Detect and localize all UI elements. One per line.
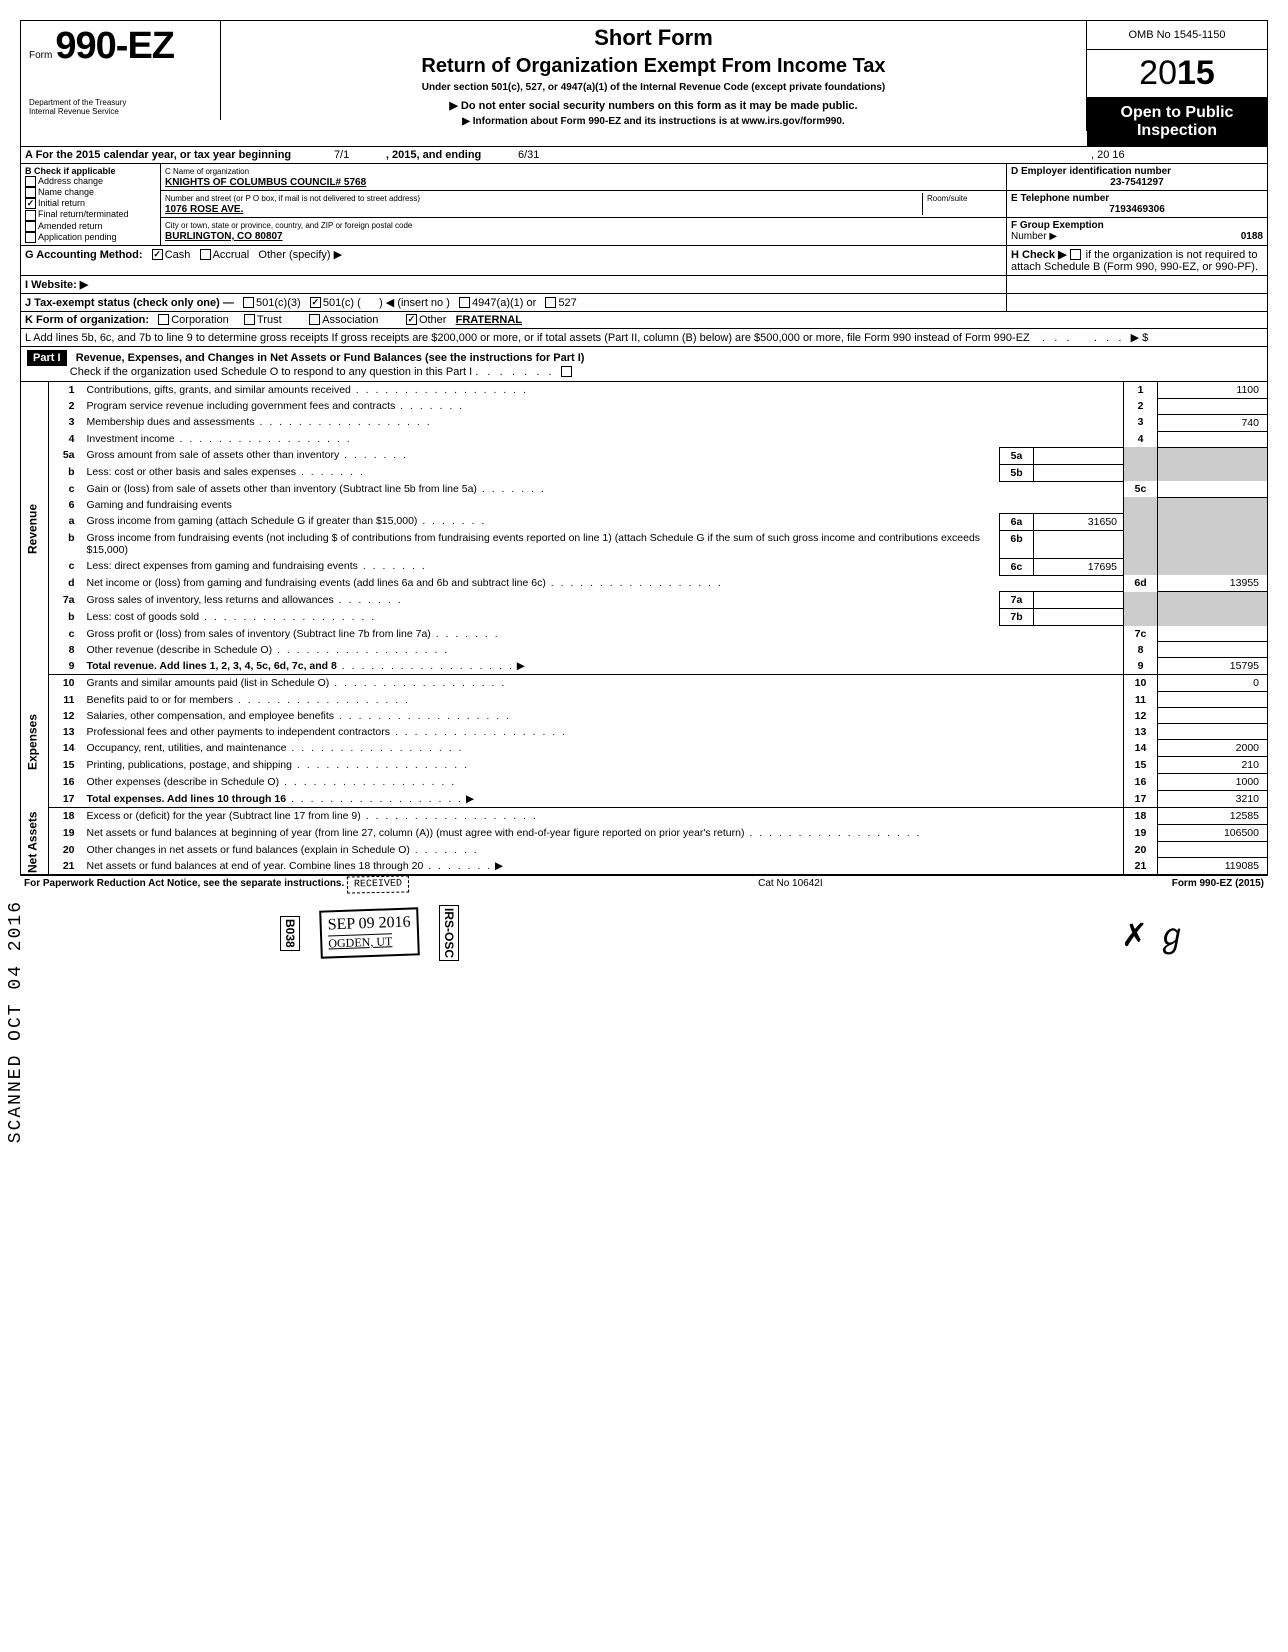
received-stamp: RECEIVED — [347, 876, 409, 894]
omb-number: OMB No 1545-1150 — [1087, 21, 1267, 50]
checkbox-name-change[interactable] — [25, 187, 36, 198]
checkbox-application-pending[interactable] — [25, 232, 36, 243]
return-title: Return of Organization Exempt From Incom… — [229, 55, 1078, 78]
open-public-badge: Open to PublicInspection — [1087, 98, 1267, 146]
scanned-stamp: SCANNED OCT 04 2016 — [6, 900, 26, 1143]
stamp-irs-osc: IRS-OSC — [439, 905, 459, 961]
checkbox-other-org[interactable] — [406, 314, 417, 325]
org-name: KNIGHTS OF COLUMBUS COUNCIL# 5768 — [165, 177, 366, 188]
checkbox-4947[interactable] — [459, 297, 470, 308]
line-g-h: G Accounting Method: Cash Accrual Other … — [20, 246, 1268, 276]
part1-header-row: Part I Revenue, Expenses, and Changes in… — [20, 347, 1268, 382]
checkbox-corp[interactable] — [158, 314, 169, 325]
dept-treasury: Department of the Treasury Internal Reve… — [29, 68, 212, 116]
checkbox-address-change[interactable] — [25, 176, 36, 187]
checkbox-initial-return[interactable] — [25, 198, 36, 209]
footer-row: For Paperwork Reduction Act Notice, see … — [20, 875, 1268, 895]
under-section: Under section 501(c), 527, or 4947(a)(1)… — [229, 82, 1078, 93]
checkbox-527[interactable] — [545, 297, 556, 308]
col-b-header: B Check if applicable — [25, 166, 116, 176]
ein-value: 23-7541297 — [1110, 177, 1163, 188]
side-netassets: Net Assets — [21, 808, 49, 875]
checkbox-final-return[interactable] — [25, 210, 36, 221]
org-form-other: FRATERNAL — [456, 314, 522, 326]
line-k-org-form: K Form of organization: Corporation Trus… — [20, 312, 1268, 329]
date-stamp: SEP 09 2016 OGDEN, UT — [319, 908, 420, 959]
group-number: 0188 — [1241, 231, 1263, 242]
checkbox-accrual[interactable] — [200, 249, 211, 260]
ssn-notice: ▶ Do not enter social security numbers o… — [229, 99, 1078, 112]
line-i-website: I Website: ▶ — [20, 276, 1268, 294]
line-l-gross-receipts: L Add lines 5b, 6c, and 7b to line 9 to … — [20, 329, 1268, 347]
info-notice: ▶ Information about Form 990-EZ and its … — [229, 116, 1078, 127]
checkbox-501c3[interactable] — [243, 297, 254, 308]
phone-value: 7193469306 — [1109, 204, 1165, 215]
checkbox-schedule-o[interactable] — [561, 366, 572, 377]
org-info-block: B Check if applicable Address change Nam… — [20, 164, 1268, 246]
org-street: 1076 ROSE AVE. — [165, 204, 243, 215]
checkbox-assoc[interactable] — [309, 314, 320, 325]
line-a-tax-year: A For the 2015 calendar year, or tax yea… — [20, 147, 1268, 164]
form-number: 990-EZ — [55, 25, 174, 67]
form-prefix: Form — [29, 50, 52, 61]
checkbox-amended-return[interactable] — [25, 221, 36, 232]
part1-lines-table: Revenue 1Contributions, gifts, grants, a… — [20, 382, 1268, 876]
stamp-b038: B038 — [280, 916, 300, 951]
checkbox-501c[interactable] — [310, 297, 321, 308]
side-expenses: Expenses — [21, 675, 49, 808]
part1-label: Part I — [27, 350, 67, 366]
form-header: Form 990-EZ Department of the Treasury I… — [20, 20, 1268, 147]
tax-year: 2015 — [1087, 50, 1267, 98]
side-revenue: Revenue — [21, 382, 49, 675]
checkbox-trust[interactable] — [244, 314, 255, 325]
stamp-area: B038 SEP 09 2016 OGDEN, UT IRS-OSC ✗ ℊ — [20, 905, 1268, 961]
short-form-label: Short Form — [229, 25, 1078, 51]
line-j-tax-status: J Tax-exempt status (check only one) — 5… — [20, 294, 1268, 312]
signature: ✗ ℊ — [1121, 910, 1268, 956]
checkbox-h[interactable] — [1070, 249, 1081, 260]
checkbox-cash[interactable] — [152, 249, 163, 260]
org-city: BURLINGTON, CO 80807 — [165, 231, 283, 242]
